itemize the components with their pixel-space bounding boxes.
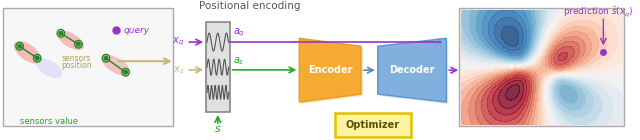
- Ellipse shape: [36, 58, 62, 78]
- Text: $x_s$: $x_s$: [173, 64, 184, 76]
- Polygon shape: [378, 38, 446, 102]
- Text: query: query: [124, 26, 150, 35]
- Text: Optimizer: Optimizer: [346, 120, 400, 130]
- FancyBboxPatch shape: [3, 8, 173, 126]
- Circle shape: [35, 56, 39, 60]
- Ellipse shape: [102, 55, 130, 75]
- FancyBboxPatch shape: [206, 22, 230, 112]
- Circle shape: [18, 45, 21, 48]
- Polygon shape: [380, 40, 449, 104]
- Text: $a_q$: $a_q$: [234, 27, 246, 39]
- Circle shape: [59, 32, 63, 35]
- Text: Positional encoding: Positional encoding: [200, 1, 301, 11]
- Polygon shape: [300, 38, 361, 102]
- Text: position: position: [61, 61, 92, 70]
- Text: Decoder: Decoder: [389, 65, 435, 75]
- Ellipse shape: [14, 41, 41, 63]
- Text: Encoder: Encoder: [308, 65, 353, 75]
- Text: $x_q$: $x_q$: [172, 36, 184, 48]
- FancyBboxPatch shape: [335, 113, 411, 137]
- Ellipse shape: [58, 31, 84, 50]
- Polygon shape: [301, 40, 363, 104]
- Text: $s$: $s$: [214, 124, 221, 134]
- Text: prediction $\hat{s}(x_q)$: prediction $\hat{s}(x_q)$: [563, 4, 634, 19]
- Text: $a_s$: $a_s$: [234, 55, 245, 67]
- Text: sensors value: sensors value: [20, 117, 78, 126]
- Circle shape: [104, 56, 108, 60]
- Circle shape: [77, 42, 80, 46]
- Circle shape: [124, 70, 127, 74]
- Text: sensors: sensors: [62, 54, 92, 63]
- FancyBboxPatch shape: [459, 8, 624, 126]
